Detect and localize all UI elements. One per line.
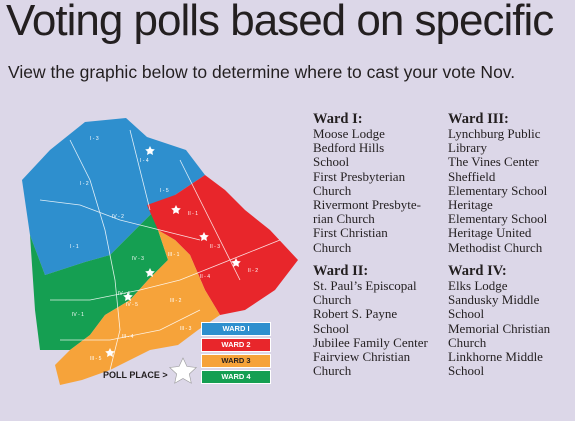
precinct-label: IV - 2 <box>112 214 124 220</box>
precinct-label: IV - 1 <box>72 312 84 318</box>
poll-place-icon <box>145 268 155 277</box>
page-title: Voting polls based on specific <box>6 0 554 45</box>
poll-place-legend-icon <box>169 357 197 384</box>
ward-4-region <box>30 195 175 350</box>
poll-location-line: Sheffield <box>448 168 496 184</box>
poll-location-line: Elementary School <box>448 211 548 227</box>
legend-ward-1: WARD I <box>201 322 271 336</box>
poll-location-line: rian Church <box>313 211 375 227</box>
poll-location-line: Linkhorne Middle <box>448 349 543 365</box>
ward-title: Ward III: <box>448 111 509 127</box>
ward-title: Ward II: <box>313 263 369 279</box>
poll-location-line: Heritage United <box>448 225 532 241</box>
poll-location-line: Bedford Hills <box>313 140 385 156</box>
ward-title: Ward IV: <box>448 263 507 279</box>
precinct-label: I - 2 <box>80 181 89 187</box>
ward-4-list: Ward IV: Elks Lodge Sandusky Middle School… <box>448 263 550 378</box>
ward-1-list: Ward I: Moose Lodge Bedford Hills School Fi… <box>313 111 421 255</box>
precinct-label: I - 1 <box>70 244 79 250</box>
precinct-label: IV - 3 <box>132 256 144 262</box>
poll-location-line: Moose Lodge <box>313 126 385 141</box>
poll-location-line: School <box>313 320 350 336</box>
legend-ward-2: WARD 2 <box>201 338 271 352</box>
precinct-label: III - 2 <box>170 298 182 304</box>
poll-location-line: Church <box>313 182 352 198</box>
precinct-label: I - 3 <box>90 136 99 142</box>
poll-location-line: Church <box>448 334 487 350</box>
ward-2-list: Ward II: St. Paul’s Episcopal Church Rober… <box>313 263 428 378</box>
poll-location-line: Church <box>313 292 352 308</box>
poll-location-line: The Vines Center <box>448 154 539 170</box>
poll-location-line: School <box>448 363 485 379</box>
poll-place-icon <box>171 205 181 214</box>
precinct-label: I - 4 <box>140 158 149 164</box>
poll-location-line: First Christian <box>313 225 388 241</box>
poll-place-icon <box>105 348 115 357</box>
ward-1-region <box>22 118 205 275</box>
poll-location-line: First Presbyterian <box>313 168 406 184</box>
poll-location-line: Elks Lodge <box>448 278 508 293</box>
page-subtitle: View the graphic below to determine wher… <box>8 62 516 82</box>
poll-location-line: Sandusky Middle <box>448 292 540 308</box>
ward-3-region <box>55 230 220 385</box>
ward-title: Ward I: <box>313 111 363 127</box>
poll-location-line: Elementary School <box>448 182 548 198</box>
precinct-label: IV - 5 <box>126 302 138 308</box>
poll-location-line: Heritage <box>448 197 493 213</box>
poll-location-line: Library <box>448 140 487 156</box>
precinct-label: II - 3 <box>210 244 220 250</box>
precinct-label: III - 4 <box>122 334 134 340</box>
precinct-label: II - 2 <box>248 268 258 274</box>
precinct-label: I - 5 <box>160 188 169 194</box>
poll-location-line: School <box>448 306 485 322</box>
poll-location-line: Fairview Christian <box>313 349 411 365</box>
poll-location-line: St. Paul’s Episcopal <box>313 278 417 293</box>
poll-place-icon <box>123 292 133 301</box>
legend-ward-3: WARD 3 <box>201 354 271 368</box>
poll-place-icon <box>199 232 209 241</box>
poll-location-line: Methodist Church <box>448 239 543 255</box>
precinct-label: III - 1 <box>168 252 180 258</box>
poll-location-line: Rivermont Presbyte- <box>313 197 421 213</box>
ward-3-list: Ward III: Lynchburg Public Library The Vin… <box>448 111 547 255</box>
precinct-label: IV - 4 <box>118 291 130 297</box>
poll-location-line: Jubilee Family Center <box>313 334 428 350</box>
legend-ward-4: WARD 4 <box>201 370 271 384</box>
poll-location-line: Lynchburg Public <box>448 126 541 141</box>
precinct-label: II - 4 <box>200 274 210 280</box>
poll-location-line: Memorial Christian <box>448 320 551 336</box>
precinct-label: III - 5 <box>90 356 102 362</box>
precinct-label: II - 1 <box>188 211 198 217</box>
poll-location-line: Church <box>313 363 352 379</box>
poll-place-label: POLL PLACE > <box>103 370 168 380</box>
poll-location-line: School <box>313 154 350 170</box>
poll-location-line: Church <box>313 239 352 255</box>
poll-place-icon <box>231 258 241 267</box>
precinct-label: III - 3 <box>180 326 192 332</box>
poll-place-icon <box>145 146 155 155</box>
poll-location-line: Robert S. Payne <box>313 306 398 322</box>
